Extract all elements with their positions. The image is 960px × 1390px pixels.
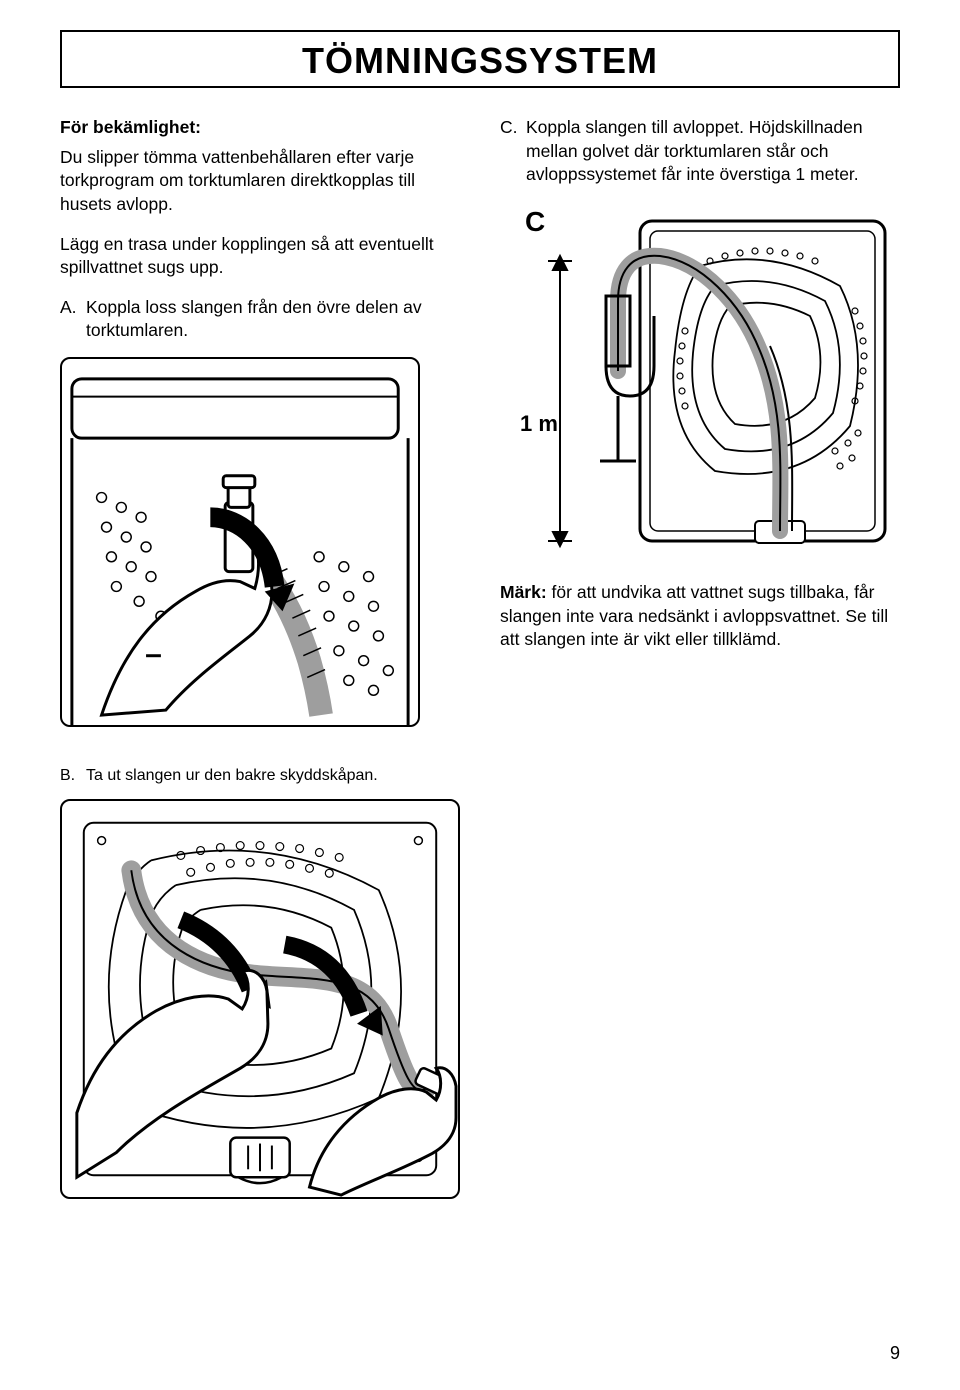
step-c: C. Koppla slangen till avloppet. Höjdski… <box>500 116 900 187</box>
step-a-text: Koppla loss slangen från den övre delen … <box>86 296 460 343</box>
step-c-text: Koppla slangen till avloppet. Höjdskilln… <box>526 116 900 187</box>
note-text: för att undvika att vattnet sugs tillbak… <box>500 582 888 649</box>
page-title: TÖMNINGSSYSTEM <box>62 40 898 82</box>
figure-c-svg: C <box>500 201 900 561</box>
figure-b <box>60 799 900 1199</box>
step-b-text: Ta ut slangen ur den bakre skyddskåpan. <box>86 767 490 785</box>
step-a-marker: A. <box>60 296 86 343</box>
left-column: För bekämlighet: Du slipper tömma vatten… <box>60 116 460 727</box>
lower-section: B. Ta ut slangen ur den bakre skyddskåpa… <box>60 767 900 1199</box>
step-a: A. Koppla loss slangen från den övre del… <box>60 296 460 343</box>
note-paragraph: Märk: för att undvika att vattnet sugs t… <box>500 581 900 652</box>
figure-a <box>60 357 460 727</box>
rag-paragraph: Lägg en trasa under kopplingen så att ev… <box>60 233 460 280</box>
right-column: C. Koppla slangen till avloppet. Höjdski… <box>500 116 900 727</box>
page-number: 9 <box>890 1343 900 1364</box>
page-title-box: TÖMNINGSSYSTEM <box>60 30 900 88</box>
figure-c: C <box>500 201 900 561</box>
figure-b-svg <box>60 799 460 1199</box>
figure-a-svg <box>60 357 420 727</box>
convenience-heading: För bekämlighet: <box>60 116 460 140</box>
two-column-layout: För bekämlighet: Du slipper tömma vatten… <box>60 116 900 727</box>
step-b-marker: B. <box>60 767 86 785</box>
step-b: B. Ta ut slangen ur den bakre skyddskåpa… <box>60 767 490 785</box>
note-bold: Märk: <box>500 582 547 602</box>
figure-c-height-label: 1 m <box>520 411 558 436</box>
intro-paragraph: Du slipper tömma vattenbehållaren efter … <box>60 146 460 217</box>
step-c-marker: C. <box>500 116 526 187</box>
figure-c-label: C <box>525 206 545 237</box>
